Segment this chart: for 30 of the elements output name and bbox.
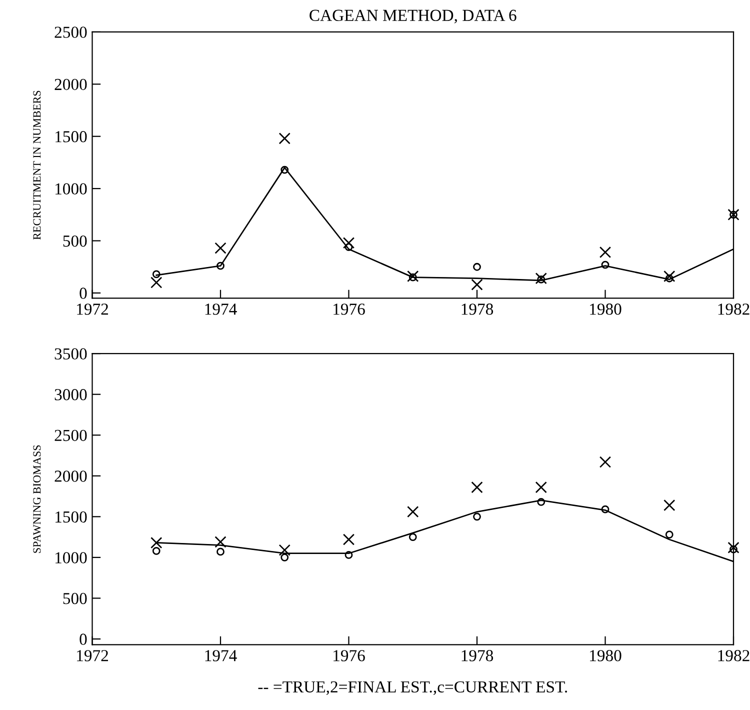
y-tick-label: 0 — [80, 288, 87, 299]
y-tick-label: 2000 — [54, 470, 87, 482]
y-tick-label: 2500 — [54, 430, 87, 442]
x-tick-label: 1972 — [77, 650, 108, 662]
y-axis-title: SPAWNING BIOMASS — [33, 445, 41, 553]
y-tick-label: 1500 — [56, 131, 87, 142]
text: -- =TRUE,2=FINAL EST.,c=CURRENT EST. — [258, 681, 568, 695]
y-tick-label: 1000 — [56, 183, 87, 195]
y-tick-label: 2500 — [54, 26, 87, 38]
y-tick-label: 1500 — [56, 511, 87, 523]
x-tick-label: 1980 — [590, 650, 622, 662]
y-tick-label: 0 — [80, 634, 87, 645]
x-tick-label: 1978 — [462, 650, 494, 662]
x-tick-label: 1982 — [718, 304, 750, 315]
y-tick-label: 500 — [63, 592, 87, 604]
x-tick-label: 1978 — [462, 304, 494, 315]
x-tick-label: 1974 — [205, 650, 237, 662]
y-tick-label: 3500 — [54, 348, 87, 360]
y-axis-title: RECRUITMENT IN NUMBERS — [33, 90, 41, 240]
x-tick-label: 1976 — [334, 304, 365, 315]
y-tick-label: 1000 — [56, 552, 87, 564]
x-tick-label: 1976 — [334, 650, 365, 662]
x-tick-label: 1972 — [77, 304, 108, 315]
y-tick-label: 3000 — [54, 389, 87, 400]
y-tick-label: 2000 — [54, 78, 87, 90]
x-tick-label: 1980 — [590, 304, 622, 315]
x-tick-label: 1974 — [205, 304, 237, 315]
y-tick-label: 500 — [63, 235, 87, 247]
chart-title: CAGEAN METHOD, DATA 6 — [310, 10, 516, 24]
x-tick-label: 1982 — [718, 650, 750, 662]
